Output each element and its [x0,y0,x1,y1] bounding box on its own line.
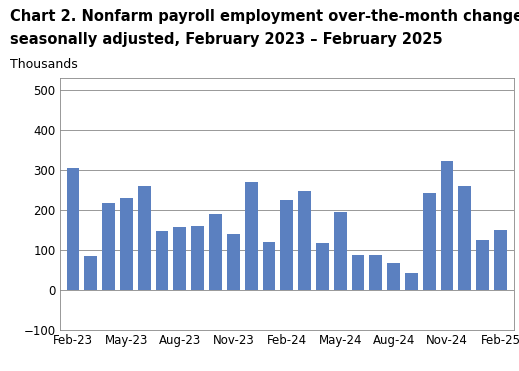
Bar [405,273,418,290]
Bar [280,200,293,290]
Bar [120,198,133,290]
Bar [458,186,471,290]
Bar [102,203,115,290]
Bar [387,263,400,290]
Bar [173,227,186,290]
Bar [227,234,240,290]
Text: Thousands: Thousands [10,58,78,70]
Bar [85,256,97,290]
Bar [156,231,169,290]
Bar [192,226,204,290]
Bar [316,243,329,290]
Bar [441,161,454,290]
Bar [476,240,489,290]
Bar [245,182,257,290]
Bar [66,168,79,290]
Bar [334,212,347,290]
Bar [263,243,276,290]
Bar [351,255,364,290]
Bar [423,193,435,290]
Text: seasonally adjusted, February 2023 – February 2025: seasonally adjusted, February 2023 – Feb… [10,32,443,46]
Bar [298,191,311,290]
Bar [370,255,382,290]
Text: Chart 2. Nonfarm payroll employment over-the-month change,: Chart 2. Nonfarm payroll employment over… [10,9,519,24]
Bar [209,214,222,290]
Bar [138,186,151,290]
Bar [494,230,507,290]
